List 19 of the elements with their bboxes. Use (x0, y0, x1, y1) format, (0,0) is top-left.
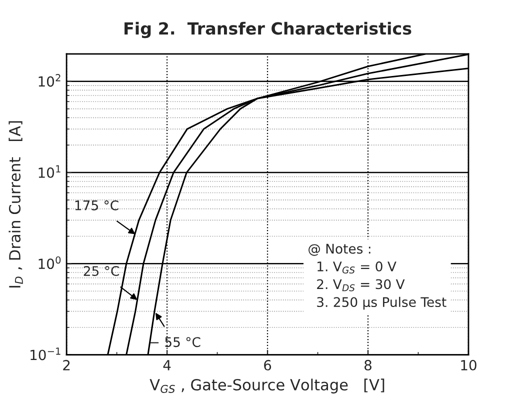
annotation: 175 °C (75, 200, 118, 210)
annotation: 25 °C (84, 266, 119, 276)
x-tick-label: 8 (364, 360, 372, 370)
y-tick-label: 10$^{0}$ (38, 256, 61, 270)
y-axis-title: I$_{D}$ , Drain Current [A] (8, 121, 23, 288)
x-tick-label: 2 (63, 360, 70, 370)
annotation: 1. V$_{GS}$ = 0 V (318, 261, 396, 274)
y-tick-label: 10$^{2}$ (38, 74, 60, 87)
x-tick-label: 4 (163, 360, 171, 370)
annotation: @ Notes : (308, 244, 370, 256)
x-tick-label: 6 (264, 360, 272, 370)
x-tick-label: 10 (461, 360, 476, 370)
x-axis-title: V$_{GS}$ , Gate-Source Voltage [V] (150, 378, 384, 394)
y-tick-label: 10$^{−1}$ (30, 348, 60, 360)
annotation: 2. V$_{DS}$ = 30 V (317, 279, 405, 292)
annotation: − 55 °C (150, 337, 200, 348)
chart-title: Fig 2. Transfer Characteristics (124, 22, 412, 38)
y-tick-label: 10$^{1}$ (38, 165, 60, 178)
annotation: 3. 250 μs Pulse Test (317, 296, 446, 310)
